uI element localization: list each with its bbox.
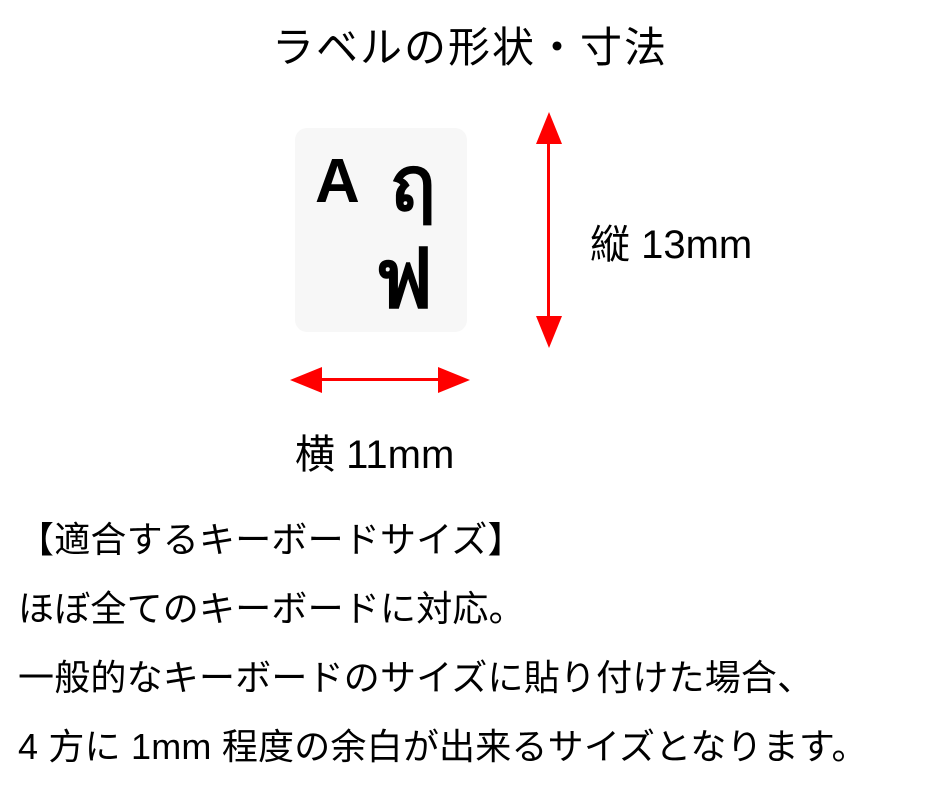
horizontal-arrow-head-right [438,367,470,393]
sample-char-latin: A [315,146,358,217]
horizontal-arrow-line [320,378,440,381]
horizontal-arrow-head-left [290,367,322,393]
vertical-arrow-line [547,140,550,320]
description-line-2: 一般的なキーボードのサイズに貼り付けた場合、 [18,643,928,712]
description-line-1: ほぼ全てのキーボードに対応。 [18,574,928,643]
vertical-dimension-label: 縦 13mm [590,212,752,270]
vertical-arrow-head-bottom [536,316,562,348]
horizontal-dimension-label: 横 11mm [295,422,454,480]
description-heading: 【適合するキーボードサイズ】 [18,505,928,574]
dimension-diagram: A ฤ ฟ 縦 13mm 横 11mm [0,110,940,480]
description-line-3: 4 方に 1mm 程度の余白が出来るサイズとなります。 [18,712,928,781]
page-title: ラベルの形状・寸法 [0,14,940,75]
sample-char-thai-lower: ฟ [375,214,433,344]
label-sample-box: A ฤ ฟ [295,128,467,332]
description-block: 【適合するキーボードサイズ】 ほぼ全てのキーボードに対応。 一般的なキーボードの… [18,505,928,781]
